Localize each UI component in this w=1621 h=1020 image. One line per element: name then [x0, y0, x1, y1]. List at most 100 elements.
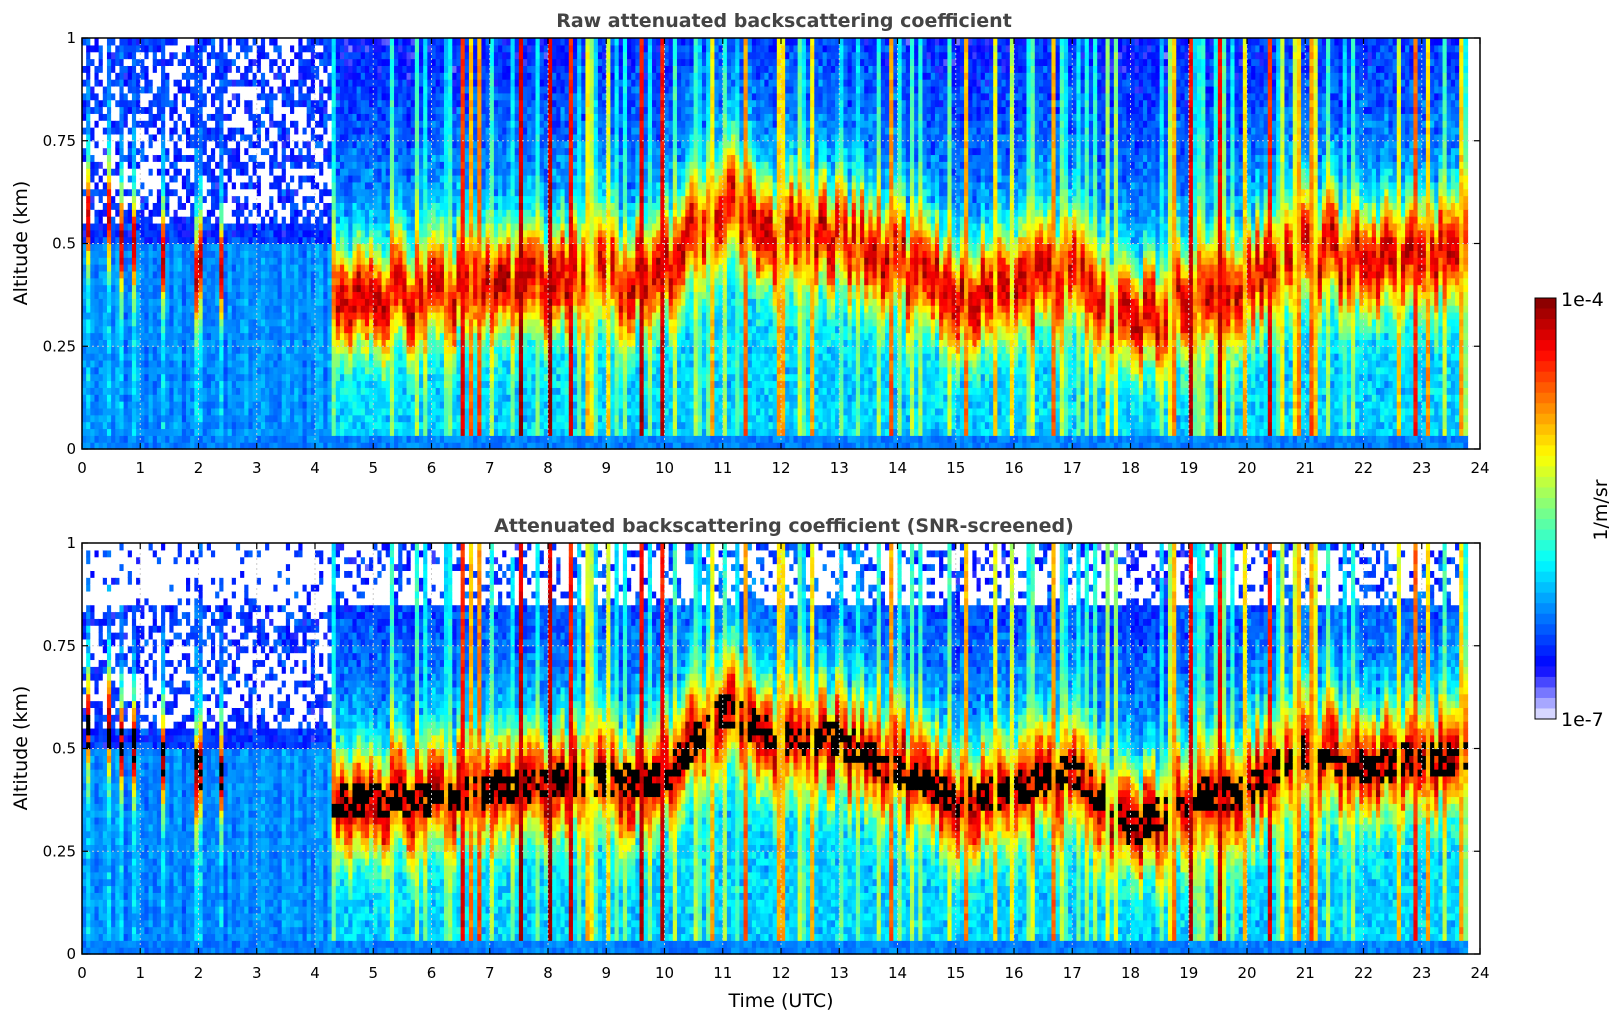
heatmap-cell: [223, 140, 229, 149]
heatmap-cell: [98, 236, 104, 245]
heatmap-cell: [294, 291, 299, 299]
heatmap-cell: [198, 106, 204, 114]
heatmap-cell: [344, 401, 349, 409]
heatmap-cell: [215, 51, 220, 60]
heatmap-cell: [294, 394, 299, 402]
heatmap-cell: [223, 264, 229, 272]
heatmap-cell: [423, 435, 428, 443]
heatmap-cell: [335, 154, 341, 162]
heatmap-cell: [373, 359, 379, 368]
heatmap-cell: [248, 120, 254, 128]
heatmap-cell: [190, 394, 195, 402]
heatmap-cell: [323, 346, 329, 354]
heatmap-cell: [327, 270, 333, 279]
heatmap-cell: [356, 435, 362, 443]
heatmap-cell: [206, 312, 212, 320]
heatmap-cell: [136, 291, 141, 299]
heatmap-cell: [335, 222, 341, 231]
heatmap-cell: [335, 85, 341, 94]
heatmap-cell: [269, 44, 274, 53]
heatmap-cell: [273, 209, 279, 217]
heatmap-cell: [265, 168, 270, 176]
heatmap-cell: [265, 99, 270, 108]
heatmap-cell: [277, 353, 283, 361]
heatmap-cell: [98, 387, 104, 395]
heatmap-cell: [252, 195, 258, 203]
heatmap-cell: [419, 414, 424, 423]
heatmap-cell: [148, 243, 154, 251]
heatmap-cell: [206, 195, 212, 203]
heatmap-cell: [161, 236, 166, 245]
heatmap-cell: [423, 106, 428, 114]
heatmap-cell: [131, 359, 137, 368]
heatmap-cell: [319, 373, 324, 382]
heatmap-cell: [273, 202, 279, 210]
heatmap-cell: [398, 106, 403, 114]
heatmap-cell: [127, 339, 133, 347]
heatmap-cell: [231, 332, 237, 340]
heatmap-cell: [302, 38, 308, 46]
heatmap-cell: [148, 401, 154, 409]
heatmap-cell: [144, 332, 150, 340]
heatmap-cell: [106, 318, 112, 327]
heatmap-cell: [190, 346, 195, 354]
heatmap-cell: [244, 44, 250, 53]
heatmap-cell: [181, 414, 187, 423]
heatmap-cell: [373, 442, 379, 450]
heatmap-cell: [148, 236, 154, 245]
heatmap-cell: [252, 353, 258, 361]
heatmap-cell: [348, 264, 354, 272]
heatmap-cell: [119, 359, 125, 368]
heatmap-cell: [169, 305, 175, 313]
heatmap-cell: [140, 209, 146, 217]
heatmap-cell: [190, 407, 195, 416]
heatmap-cell: [194, 339, 200, 347]
heatmap-cell: [98, 394, 104, 402]
heatmap-cell: [373, 264, 379, 272]
heatmap-cell: [102, 44, 108, 53]
heatmap-cell: [223, 332, 229, 340]
heatmap-cell: [140, 106, 146, 114]
heatmap-cell: [339, 106, 345, 114]
heatmap-cell: [161, 421, 166, 430]
heatmap-cell: [402, 147, 408, 156]
heatmap-cell: [306, 188, 312, 197]
heatmap-cell: [173, 428, 179, 436]
heatmap-cell: [315, 154, 320, 162]
heatmap-cell: [302, 366, 308, 375]
heatmap-cell: [414, 161, 420, 169]
heatmap-cell: [202, 291, 208, 299]
heatmap-cell: [165, 332, 170, 340]
heatmap-cell: [306, 229, 312, 238]
heatmap-cell: [215, 339, 220, 347]
heatmap-cell: [194, 147, 200, 156]
heatmap-cell: [206, 366, 212, 375]
heatmap-cell: [186, 421, 191, 430]
heatmap-cell: [194, 305, 200, 313]
heatmap-cell: [260, 168, 266, 176]
heatmap-cell: [148, 332, 154, 340]
heatmap-cell: [94, 79, 100, 87]
heatmap-cell: [115, 140, 121, 149]
heatmap-cell: [98, 181, 104, 190]
heatmap-cell: [106, 291, 112, 299]
heatmap-cell: [227, 298, 233, 306]
heatmap-cell: [231, 401, 237, 409]
heatmap-cell: [319, 380, 324, 388]
heatmap-cell: [235, 250, 241, 258]
heatmap-cell: [306, 44, 312, 53]
heatmap-cell: [152, 161, 158, 169]
heatmap-cell: [240, 65, 245, 73]
heatmap-cell: [140, 270, 146, 279]
heatmap-cell: [231, 85, 237, 94]
heatmap-cell: [140, 229, 146, 238]
heatmap-cell: [269, 332, 274, 340]
heatmap-cell: [256, 216, 262, 224]
heatmap-cell: [252, 188, 258, 197]
heatmap-cell: [248, 291, 254, 299]
heatmap-cell: [111, 92, 116, 101]
heatmap-cell: [360, 401, 366, 409]
heatmap-cell: [111, 58, 116, 66]
heatmap-cell: [423, 127, 428, 135]
heatmap-cell: [165, 44, 170, 53]
